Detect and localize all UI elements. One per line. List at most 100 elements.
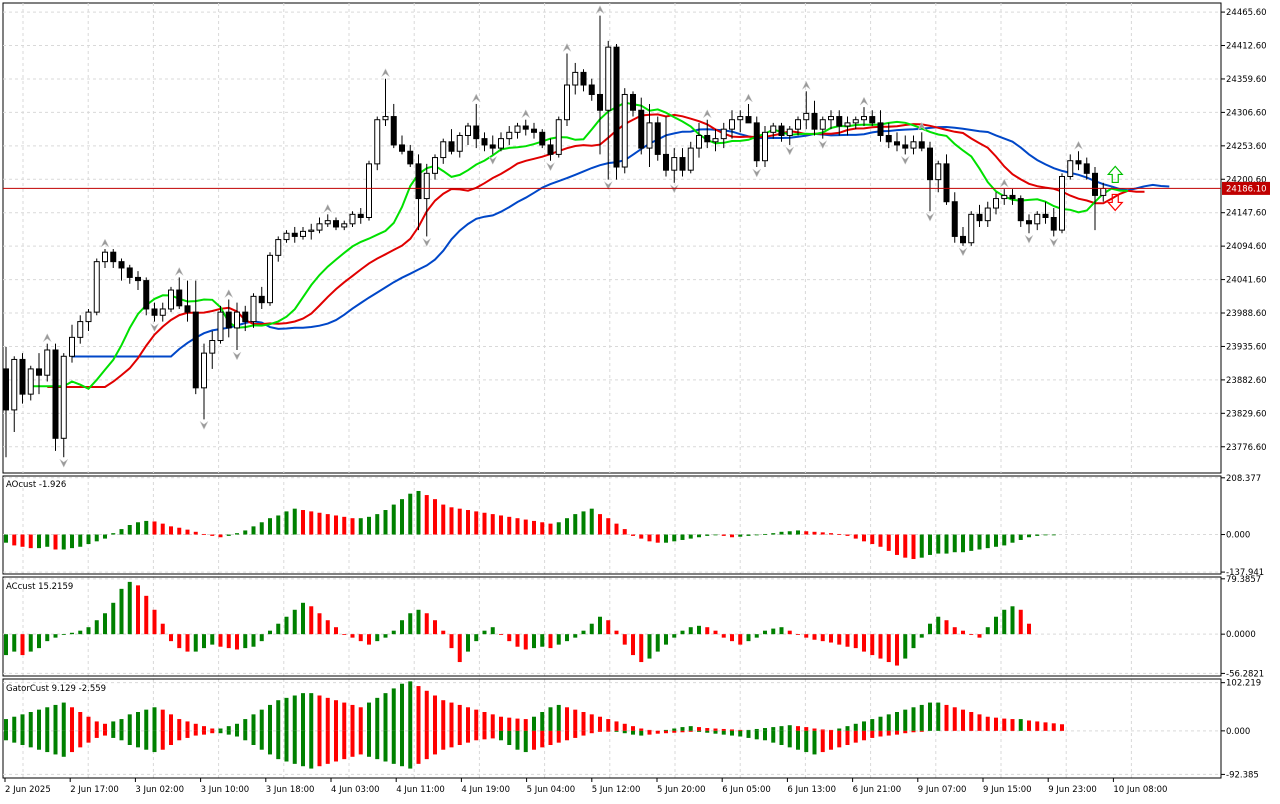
ao-bar [944, 534, 949, 554]
gator-lower-bar [705, 730, 710, 733]
gator-upper-bar [457, 704, 462, 731]
gator-upper-bar [672, 728, 677, 731]
gator-upper-bar [499, 716, 503, 731]
gator-lower-bar [441, 730, 446, 750]
candle-body [712, 138, 719, 143]
ao-bar [1043, 534, 1048, 536]
gator-lower-bar [94, 730, 99, 738]
gator-upper-bar [870, 719, 875, 731]
main-price-pane[interactable]: 24465.60 24412.60 24359.60 24306.60 24253.60… [2, 2, 1267, 778]
candle-body [803, 112, 810, 121]
candle-body [745, 116, 752, 124]
gator-lower-bar [4, 730, 8, 741]
ac-bar [400, 620, 404, 635]
ac-bar [1027, 623, 1031, 635]
ac-bar [86, 627, 91, 635]
gator-lower-bar [317, 730, 322, 767]
candle-body [580, 71, 587, 86]
ac-bar [235, 634, 239, 650]
ac-indicator-pane[interactable]: 79.3857 0.0000 -56.2821 ACcust 15.2159 [2, 575, 1264, 680]
ao-bar [449, 507, 454, 535]
ao-bar [144, 520, 149, 535]
candle-body [234, 311, 240, 329]
gator-lower-bar [730, 730, 734, 736]
ao-bar [804, 531, 809, 535]
ao-bar [1035, 534, 1040, 536]
candle-body [77, 321, 84, 338]
gator-upper-bar [961, 709, 965, 731]
gator-lower-bar [713, 730, 718, 734]
ac-bar [598, 616, 602, 635]
candle-body [110, 251, 117, 263]
ac-bar [367, 634, 371, 645]
ao-bar [309, 511, 314, 535]
gator-upper-bar [367, 702, 371, 731]
gator-tick-label: -92.385 [1226, 770, 1259, 780]
ac-bar [144, 595, 149, 635]
gator-upper-bar [721, 728, 726, 731]
gator-lower-bar [622, 730, 627, 734]
gator-indicator-pane[interactable]: 102.219 0.000 -92.385 GatorCust 9.129 -2.55… [2, 678, 1261, 781]
fractal-up-arrow [472, 93, 481, 103]
candle-body [869, 116, 876, 124]
ao-bar [45, 534, 50, 547]
ac-bar [185, 634, 190, 652]
ao-bar [408, 493, 413, 535]
ac-bar [1018, 609, 1023, 635]
gator-lower-bar [334, 730, 338, 762]
ac-bar [119, 588, 124, 635]
ao-bar [680, 534, 685, 540]
gator-lower-bar [61, 730, 66, 757]
candle-body [531, 128, 537, 133]
ao-bar [672, 534, 677, 542]
gator-lower-bar [20, 730, 25, 745]
ac-bar [697, 625, 701, 635]
gator-lower-bar [664, 730, 668, 734]
ac-bar [474, 634, 479, 642]
gator-lower-bar [53, 730, 58, 755]
ac-bar [787, 630, 792, 635]
ao-indicator-pane[interactable]: 208.377 0.000 -137.941 AOcust -1.926 [2, 474, 1264, 578]
candle-body [209, 340, 216, 354]
candle-body [423, 172, 430, 200]
gator-lower-bar [573, 730, 578, 738]
ac-bar [301, 602, 305, 635]
ao-bar [334, 515, 338, 535]
fractal-up-arrow [744, 93, 753, 103]
time-tick-label: 6 Jun 05:00 [722, 785, 771, 795]
gator-lower-bar [202, 730, 206, 735]
candle-body [1017, 198, 1024, 222]
gator-pane-label: GatorCust 9.129 -2.559 [6, 684, 106, 694]
candle-body [489, 144, 496, 149]
price-tick-label: 24306.60 [1226, 108, 1267, 118]
gator-tick-label: 102.219 [1226, 679, 1261, 689]
candle-body [696, 134, 702, 149]
candle-body [481, 138, 488, 146]
gator-upper-bar [886, 714, 891, 731]
gator-upper-bar [400, 683, 404, 731]
gator-upper-bar [1002, 718, 1007, 731]
gator-upper-bar [540, 712, 545, 731]
ao-bar [738, 534, 743, 537]
gator-upper-bar [1018, 719, 1023, 731]
gator-upper-bar [383, 693, 388, 731]
gator-pane-frame [2, 678, 1222, 779]
gator-upper-bar [210, 728, 215, 731]
ac-bar [218, 634, 223, 647]
gator-lower-bar [532, 730, 536, 750]
ac-bar [53, 634, 58, 638]
price-tick-label: 24200.60 [1226, 175, 1267, 185]
ao-bar [911, 534, 916, 560]
gator-lower-bar [152, 730, 157, 753]
gator-lower-bar [457, 730, 462, 745]
candle-body [1009, 194, 1016, 200]
ao-bar [119, 529, 124, 535]
ac-bar [556, 634, 561, 645]
gator-upper-bar [878, 716, 883, 731]
gator-upper-bar [4, 719, 8, 731]
fractal-up-arrow [521, 109, 530, 118]
candle-body [704, 134, 711, 143]
ac-bar [408, 613, 413, 635]
